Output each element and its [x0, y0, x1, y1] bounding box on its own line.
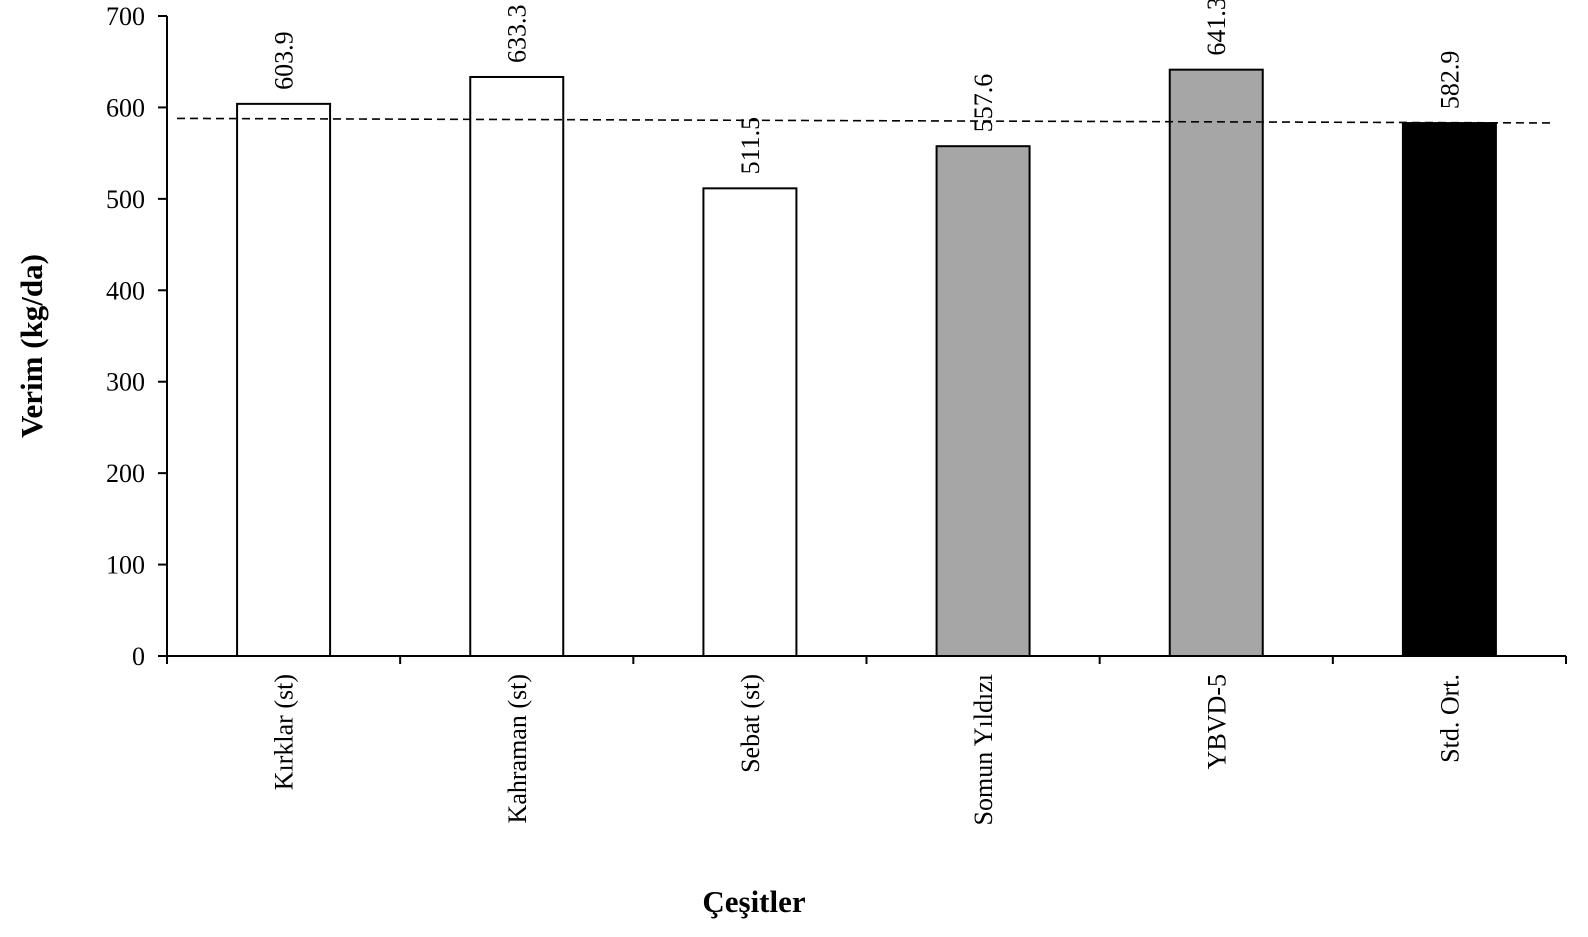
y-tick-label: 400 [106, 276, 145, 305]
y-tick-label: 600 [106, 93, 145, 122]
bar-value-label: 641.3 [1202, 0, 1231, 56]
bars-group [236, 68, 1497, 658]
x-axis-title: Çeşitler [702, 884, 806, 919]
bar-value-label: 603.9 [270, 31, 299, 90]
y-tick-label: 100 [106, 551, 145, 580]
reference-line-group [176, 117, 1555, 124]
bar [236, 102, 332, 657]
reference-line [176, 117, 1555, 124]
y-tick-label: 200 [106, 459, 145, 488]
bar [702, 187, 798, 657]
bar [1401, 122, 1497, 657]
x-category-label: Sebat (st) [736, 674, 765, 773]
axes-group [166, 16, 1566, 657]
bar [1168, 68, 1264, 657]
x-category-label: Std. Ort. [1435, 674, 1464, 763]
x-ticks-group [166, 656, 1567, 664]
y-axis-title: Verim (kg/da) [14, 254, 49, 438]
x-category-label: Kahraman (st) [503, 674, 532, 823]
y-tick-label: 500 [106, 185, 145, 214]
bar-value-label: 633.3 [503, 4, 532, 63]
bar [935, 145, 1031, 658]
value-labels-group: 603.9 633.3 511.5 557.6 641.3 582.9 [270, 0, 1465, 174]
category-labels-group: Kırklar (st) Kahraman (st) Sebat (st) Somun… [270, 674, 1465, 825]
bar-value-label: 511.5 [736, 117, 765, 175]
y-tick-label: 300 [106, 368, 145, 397]
x-category-label: Somun Yıldızı [969, 674, 998, 825]
y-tick-label: 0 [132, 642, 145, 671]
y-ticks-group: 0 100 200 300 400 500 600 700 [106, 2, 167, 671]
bar [469, 75, 565, 658]
bar-value-label: 557.6 [969, 74, 998, 132]
x-category-label: YBVD-5 [1202, 674, 1231, 769]
y-tick-label: 700 [106, 2, 145, 31]
x-category-label: Kırklar (st) [270, 674, 299, 790]
bar-value-label: 582.9 [1435, 51, 1464, 110]
